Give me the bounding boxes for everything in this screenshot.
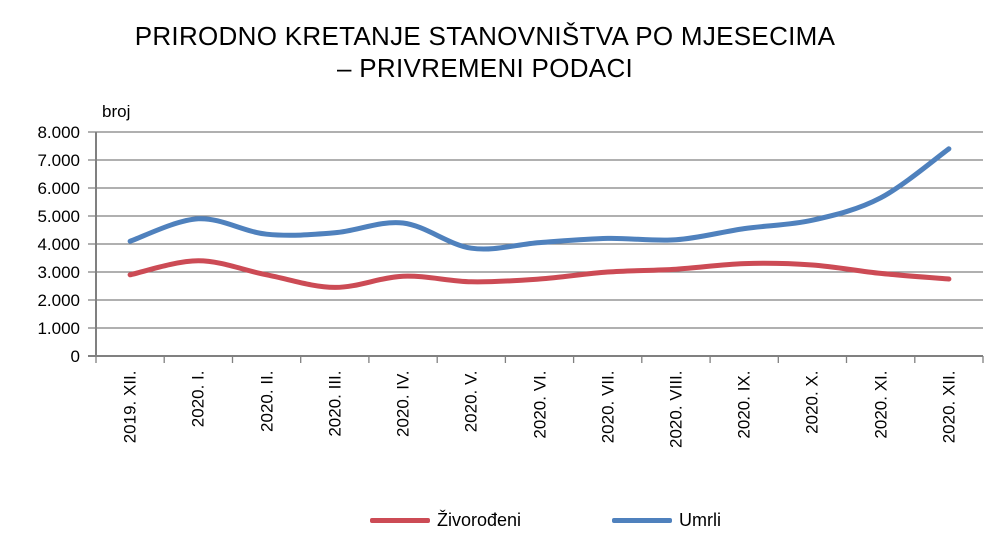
series-line-zivorodeni	[127, 258, 952, 290]
legend-item-zivorodeni: Živorođeni	[370, 508, 521, 532]
legend-swatch-umrli-line	[612, 517, 672, 523]
x-axis-tick-label: 2020. I.	[188, 370, 208, 428]
x-axis-tick-label: 2020. III.	[325, 370, 345, 437]
y-axis-tick-label: 4.000	[37, 234, 80, 254]
y-axis-tick-label: 1.000	[37, 318, 80, 338]
chart-title-line2: – PRIVREMENI PODACI	[336, 53, 634, 83]
chart-title-line1: PRIRODNO KRETANJE STANOVNIŠTVA PO MJESEC…	[134, 21, 836, 51]
x-axis-tick-label: 2020. VII.	[598, 370, 618, 444]
x-axis-tick-label: 2020. X.	[802, 370, 822, 434]
x-axis-tick-label: 2020. XII.	[939, 370, 959, 444]
series-line-umrli	[127, 146, 952, 252]
legend-swatch-zivorodeni-line	[370, 517, 430, 523]
x-axis-tick-label: 2020. VIII.	[666, 370, 686, 449]
legend-label-zivorodeni: Živorođeni	[437, 509, 522, 530]
legend: Živorođeni Umrli	[0, 508, 1000, 538]
x-axis-tick-label: 2020. IV.	[393, 370, 413, 438]
x-axis-tick-label: 2020. II.	[257, 370, 277, 432]
y-axis-tick-label: 8.000	[37, 122, 80, 142]
legend-item-umrli: Umrli	[612, 508, 721, 532]
y-axis-tick-label: 5.000	[37, 206, 80, 226]
y-axis-tick-label: 0	[70, 346, 80, 366]
y-axis-tick-label: 6.000	[37, 178, 80, 198]
chart-title: PRIRODNO KRETANJE STANOVNIŠTVA PO MJESEC…	[0, 20, 970, 84]
y-axis-tick-label: 3.000	[37, 262, 80, 282]
y-axis-unit-label: broj	[102, 102, 131, 121]
y-axis-tick-label: 2.000	[37, 290, 80, 310]
y-axis-tick-label: 7.000	[37, 150, 80, 170]
x-axis-tick-label: 2020. V.	[461, 370, 481, 433]
legend-label-umrli: Umrli	[679, 509, 721, 530]
x-axis-tick-label: 2020. VI.	[530, 370, 549, 439]
x-axis-tick-label: 2020. IX.	[734, 370, 754, 439]
x-axis-tick-label: 2019. XII.	[120, 370, 140, 444]
x-axis-tick-label: 2020. XI.	[871, 370, 891, 439]
